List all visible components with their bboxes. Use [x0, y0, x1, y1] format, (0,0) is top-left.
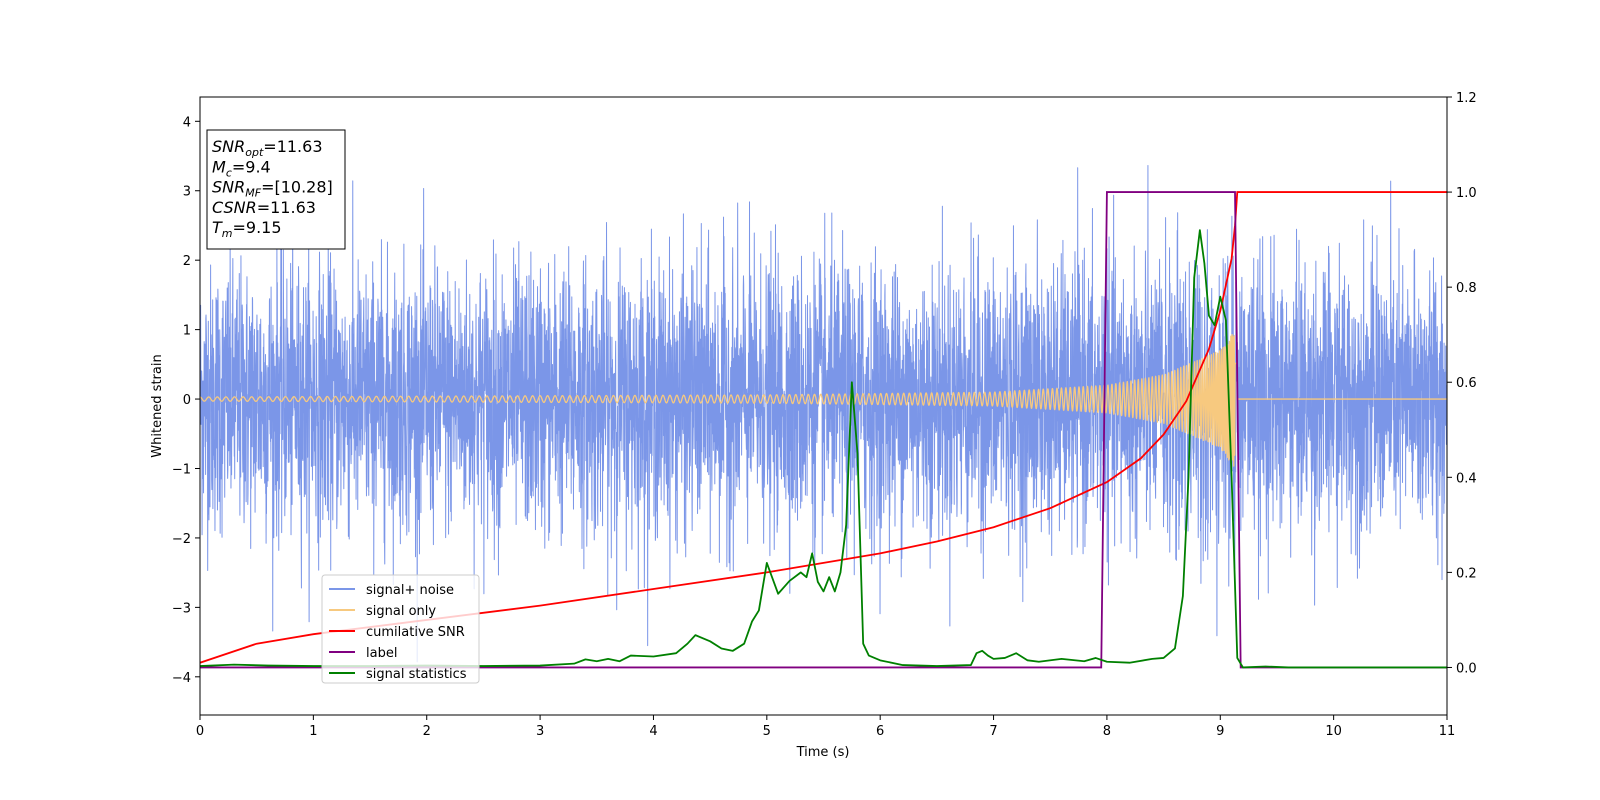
y2-tick-label: 0.8	[1456, 281, 1477, 296]
annotation-line: Tm=9.15	[212, 218, 282, 240]
annotation-value: =[10.28]	[261, 178, 333, 197]
annotation-value: =9.4	[232, 157, 271, 176]
annotation-frame	[206, 129, 346, 250]
y-axis-label: Whitened strain	[150, 354, 165, 457]
annotation-value: =11.63	[263, 137, 322, 156]
cumulative-snr-series	[200, 191, 1447, 664]
x-axis-ticks: 0 1 2 3 4 5 6 7 8 9 10 11	[196, 715, 1455, 739]
x-tick-label: 4	[649, 724, 657, 739]
y-tick-label: 4	[183, 115, 191, 130]
x-tick-label: 8	[1103, 724, 1111, 739]
annotation-symbol: CSNR	[212, 198, 257, 217]
x-tick-label: 2	[423, 724, 431, 739]
x-tick-label: 1	[309, 724, 317, 739]
y-tick-label: 0	[183, 393, 191, 408]
y-tick-label: 3	[183, 185, 191, 200]
signal-plus-noise-series	[200, 165, 1447, 663]
x-tick-label: 3	[536, 724, 544, 739]
y-tick-label: −1	[172, 462, 191, 477]
y2-tick-label: 0.0	[1456, 661, 1477, 676]
legend-label: signal only	[366, 604, 436, 619]
x-tick-label: 7	[989, 724, 997, 739]
y2-tick-label: 1.2	[1456, 91, 1477, 106]
y-tick-label: 2	[183, 254, 191, 269]
y2-tick-label: 1.0	[1456, 186, 1477, 201]
annotation-symbol: M	[212, 157, 226, 176]
y-axis-ticks: −4 −3 −2 −1 0 1 2 3 4	[172, 115, 200, 686]
y-tick-label: −3	[172, 601, 191, 616]
x-tick-label: 6	[876, 724, 884, 739]
x-axis-label: Time (s)	[796, 745, 850, 760]
annotation-subscript: c	[226, 166, 232, 179]
legend-label: label	[366, 646, 397, 661]
x-tick-label: 10	[1325, 724, 1342, 739]
legend-label: signal statistics	[366, 667, 467, 682]
x-tick-label: 11	[1439, 724, 1456, 739]
annotation-line: SNRMF=[10.28]	[212, 178, 333, 200]
legend-label: cumilative SNR	[366, 625, 465, 640]
annotation-line: Mc=9.4	[212, 157, 271, 179]
annotation-box: SNRopt=11.63Mc=9.4SNRMF=[10.28]CSNR=11.6…	[206, 129, 346, 250]
x-tick-label: 0	[196, 724, 204, 739]
axes-frame	[199, 96, 1448, 716]
legend-items: signal+ noise signal only cumilative SNR la…	[329, 583, 467, 682]
legend-frame	[321, 574, 480, 684]
annotation-symbol: T	[212, 218, 223, 237]
y2-tick-label: 0.2	[1456, 566, 1477, 581]
y-tick-label: −2	[172, 532, 191, 547]
signal-statistics-series	[200, 229, 1447, 669]
y2-axis-ticks: 0.0 0.2 0.4 0.6 0.8 1.0 1.2	[1447, 91, 1477, 676]
x-tick-label: 5	[763, 724, 771, 739]
legend: signal+ noise signal only cumilative SNR la…	[321, 574, 480, 684]
plot-area	[200, 165, 1447, 669]
annotation-symbol: SNR	[212, 137, 245, 156]
annotation-subscript: opt	[245, 146, 264, 159]
y-tick-label: 1	[183, 324, 191, 339]
annotation-value: =11.63	[257, 198, 316, 217]
annotation-subscript: m	[222, 227, 233, 240]
annotation-symbol: SNR	[212, 178, 245, 197]
y-tick-label: −4	[172, 671, 191, 686]
x-tick-label: 9	[1216, 724, 1224, 739]
annotation-lines: SNRopt=11.63Mc=9.4SNRMF=[10.28]CSNR=11.6…	[212, 137, 333, 240]
signal-only-series	[200, 334, 1447, 467]
y2-tick-label: 0.4	[1456, 471, 1477, 486]
annotation-line: SNRopt=11.63	[212, 137, 323, 159]
legend-label: signal+ noise	[366, 583, 454, 598]
y2-tick-label: 0.6	[1456, 376, 1477, 391]
annotation-line: CSNR=11.63	[212, 198, 316, 217]
annotation-value: =9.15	[233, 218, 282, 237]
annotation-subscript: MF	[245, 187, 261, 200]
